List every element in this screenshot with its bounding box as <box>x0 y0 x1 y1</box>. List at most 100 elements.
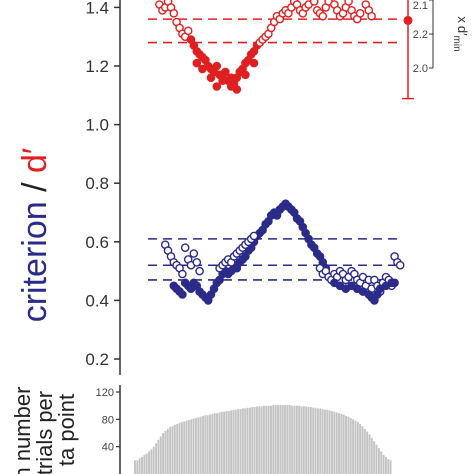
hist-bar <box>356 422 359 474</box>
hist-bar <box>291 405 294 474</box>
hist-bar <box>134 460 136 474</box>
dprime-point <box>212 61 222 71</box>
hist-bar <box>295 405 298 474</box>
dprime-point <box>355 9 365 18</box>
hist-bar <box>197 417 200 474</box>
data-points <box>155 0 405 305</box>
hist-bar <box>309 407 312 474</box>
hist-bar <box>279 405 282 474</box>
hist-bar <box>230 410 233 474</box>
dprime-point <box>344 0 353 6</box>
hist-bar <box>211 413 214 474</box>
hist-bar <box>349 418 352 474</box>
hist-bar <box>213 413 216 474</box>
hist-bar <box>270 405 272 474</box>
hist-bar <box>305 406 308 474</box>
hist-ylabel-line1: n number <box>10 387 35 474</box>
hist-bar <box>148 451 150 474</box>
hist-bar <box>319 408 322 474</box>
dprime-point <box>241 70 250 80</box>
inset-title-top: x <box>455 16 470 23</box>
hist-bar <box>138 458 141 474</box>
reference-lines <box>148 18 402 281</box>
hist-ylabel: n number trials per ta point <box>10 380 79 474</box>
hist-bar <box>363 428 366 474</box>
y-tick-label: 0.6 <box>85 233 109 252</box>
hist-bar <box>328 410 331 474</box>
hist-bar <box>354 420 357 474</box>
hist-bar <box>359 424 362 474</box>
hist-bar <box>288 405 291 474</box>
hist-bar <box>234 409 237 474</box>
hist-bar <box>387 459 390 474</box>
hist-bar <box>272 405 275 474</box>
hist-bar <box>298 405 301 474</box>
hist-bar <box>244 408 247 474</box>
hist-bar <box>220 411 223 474</box>
hist-bar <box>159 436 162 474</box>
hist-bar <box>258 406 261 474</box>
hist-bar <box>340 413 343 474</box>
y-tick-label: 1.0 <box>85 116 109 135</box>
hist-bar <box>227 411 230 474</box>
dprime-point <box>309 0 319 6</box>
hist-bar <box>255 406 258 474</box>
hist-bar <box>164 430 167 474</box>
hist-bar <box>377 448 380 474</box>
hist-bar <box>180 422 183 474</box>
hist-bar <box>239 409 242 474</box>
hist-bar <box>293 405 296 474</box>
hist-bar <box>342 414 345 474</box>
hist-bar <box>209 414 211 474</box>
hist-bar <box>281 405 284 474</box>
hist-bar <box>274 405 277 474</box>
hist-bars <box>134 405 392 474</box>
dprime-min-inset: 2.1 2.2 2.0 x d′min <box>402 0 470 100</box>
hist-bar <box>176 424 179 474</box>
hist-bar <box>251 407 254 474</box>
dprime-point <box>212 82 222 91</box>
hist-bar <box>265 405 268 474</box>
hist-bar <box>232 409 235 474</box>
hist-bar <box>187 420 190 474</box>
hist-bar <box>333 411 336 474</box>
dprime-point <box>169 9 179 18</box>
hist-bar <box>173 424 176 474</box>
dprime-point <box>367 11 376 21</box>
y-tick-label: 1.4 <box>85 0 109 17</box>
hist-bar <box>150 449 153 474</box>
hist-bar <box>204 415 207 474</box>
hist-bar <box>162 433 165 474</box>
hist-y-ticks: 120 80 40 <box>96 387 120 454</box>
criterion-dprime-ylabel: criterion / d′ <box>16 148 54 323</box>
inset-error-bar <box>402 0 414 100</box>
hist-bar <box>380 451 383 474</box>
hist-bar <box>218 412 221 474</box>
hist-y-tick-label: 80 <box>102 414 114 426</box>
inset-title-sub: min <box>451 36 462 52</box>
criterion-point <box>395 260 405 270</box>
hist-bar <box>312 407 315 474</box>
hist-bar <box>183 421 186 474</box>
hist-bar <box>338 413 340 474</box>
dprime-point <box>249 58 259 68</box>
y-tick-label: 0.4 <box>85 291 109 310</box>
hist-bar <box>321 409 324 474</box>
hist-bar <box>389 460 392 474</box>
inset-tick-label-2-2: 2.2 <box>413 29 428 41</box>
hist-bar <box>206 415 209 474</box>
hist-bar <box>267 405 270 474</box>
hist-bar <box>373 441 376 474</box>
hist-bar <box>223 411 226 474</box>
hist-bar <box>199 416 202 474</box>
criterion-point <box>390 278 399 288</box>
hist-ylabel-line2: trials per <box>32 391 57 474</box>
hist-bar <box>166 428 169 474</box>
hist-bar <box>361 426 364 474</box>
hist-bar <box>384 456 387 474</box>
hist-ylabel-line3: ta point <box>54 394 79 466</box>
hist-bar <box>370 437 373 474</box>
hist-bar <box>345 415 348 474</box>
dprime-point <box>198 64 207 74</box>
